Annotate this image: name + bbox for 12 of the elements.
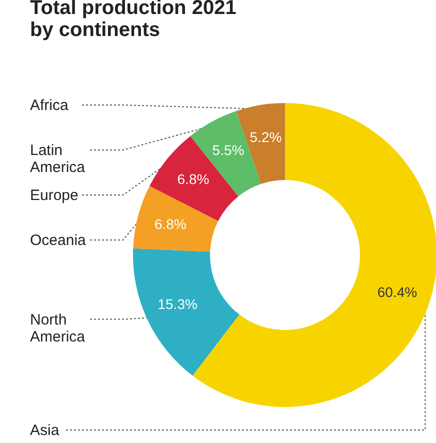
data-label: 6.8% xyxy=(177,171,210,188)
slice-label: Europe xyxy=(30,187,78,204)
data-label: 60.4% xyxy=(377,284,418,300)
slice-label: Africa xyxy=(30,97,69,114)
slice-label: Oceania xyxy=(30,232,87,250)
data-label: 5.5% xyxy=(212,142,244,158)
slice-label: Asia xyxy=(30,422,60,439)
data-label: 5.2% xyxy=(250,129,282,146)
slice-label: Latin America xyxy=(30,142,86,176)
data-label: 6.8% xyxy=(154,216,186,232)
slice-label: North America xyxy=(30,311,86,346)
data-label: 15.3% xyxy=(158,296,198,312)
